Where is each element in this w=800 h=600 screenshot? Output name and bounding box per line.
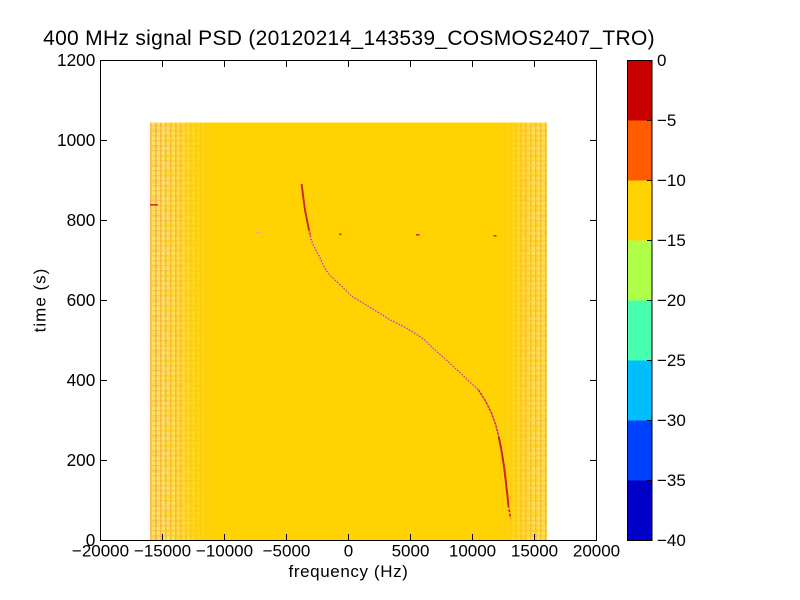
svg-text:−20000: −20000: [72, 542, 129, 561]
svg-text:−10: −10: [657, 171, 686, 190]
svg-text:15000: 15000: [511, 542, 558, 561]
svg-text:time (s): time (s): [31, 268, 50, 333]
svg-text:0: 0: [86, 530, 96, 550]
svg-text:1000: 1000: [57, 130, 95, 150]
svg-text:frequency (Hz): frequency (Hz): [289, 562, 409, 581]
svg-text:−35: −35: [657, 471, 686, 490]
svg-text:−20: −20: [657, 291, 686, 310]
svg-text:400: 400: [67, 370, 96, 390]
svg-text:200: 200: [67, 450, 96, 470]
svg-text:−15: −15: [657, 231, 686, 250]
svg-text:5000: 5000: [392, 542, 430, 561]
svg-text:0: 0: [657, 51, 666, 70]
svg-text:10000: 10000: [449, 542, 496, 561]
svg-text:800: 800: [67, 210, 96, 230]
svg-text:−30: −30: [657, 411, 686, 430]
svg-text:−5: −5: [657, 111, 676, 130]
svg-text:−10000: −10000: [196, 542, 253, 561]
svg-text:−25: −25: [657, 351, 686, 370]
svg-text:−15000: −15000: [134, 542, 191, 561]
svg-text:600: 600: [67, 290, 96, 310]
svg-text:400 MHz signal PSD (20120214_1: 400 MHz signal PSD (20120214_143539_COSM…: [43, 27, 655, 50]
svg-text:20000: 20000: [573, 542, 620, 561]
svg-text:1200: 1200: [57, 50, 95, 70]
svg-text:−5000: −5000: [263, 542, 311, 561]
svg-text:−40: −40: [657, 531, 686, 550]
svg-text:0: 0: [344, 542, 353, 561]
